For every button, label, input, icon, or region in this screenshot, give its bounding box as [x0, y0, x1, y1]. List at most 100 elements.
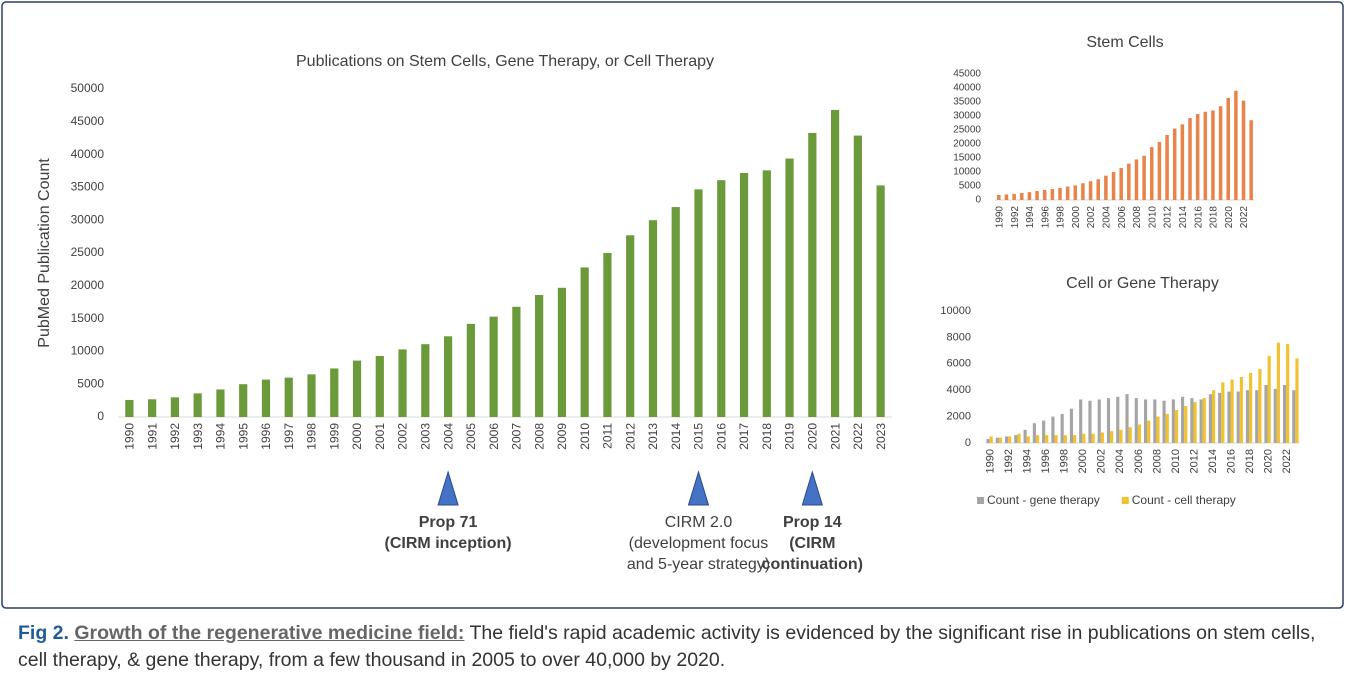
annotation-text: CIRM 2.0	[665, 514, 733, 531]
bar	[193, 393, 202, 417]
bar	[1110, 431, 1114, 443]
y-tick-label: 15000	[71, 311, 105, 325]
bar	[626, 235, 635, 417]
bar	[1165, 413, 1169, 443]
bar	[1156, 416, 1160, 443]
bar	[1236, 391, 1240, 443]
bar	[125, 399, 134, 417]
bar	[1042, 420, 1046, 443]
x-tick-label: 2006	[1117, 206, 1128, 229]
bar	[997, 194, 1001, 200]
x-tick-label: 2014	[1178, 206, 1189, 229]
bar	[876, 185, 885, 417]
bar	[1184, 406, 1188, 443]
bar	[1050, 189, 1055, 200]
x-tick-label: 2010	[1170, 449, 1182, 473]
y-tick-label: 8000	[947, 331, 971, 343]
x-tick-label: 1997	[282, 423, 296, 450]
x-tick-label: 2000	[1071, 206, 1082, 229]
x-tick-label: 2008	[1151, 449, 1163, 473]
bar	[1119, 168, 1123, 200]
bar	[648, 220, 658, 417]
x-tick-label: 2020	[1224, 206, 1235, 229]
x-tick-label: 2011	[601, 423, 615, 449]
bar	[1125, 394, 1129, 443]
annotation-text: and 5-year strategy)	[627, 556, 770, 573]
y-tick-label: 5000	[77, 376, 104, 390]
bar	[1147, 420, 1151, 443]
bar	[1119, 429, 1123, 443]
bar	[1008, 436, 1012, 443]
bar	[808, 132, 817, 417]
y-tick-label: 10000	[953, 167, 981, 178]
bar	[1142, 155, 1146, 200]
y-tick-label: 35000	[71, 180, 105, 194]
bar	[421, 344, 430, 417]
bar	[512, 306, 521, 417]
bar	[1137, 424, 1142, 443]
bar	[1165, 135, 1169, 200]
annotation-arrow	[801, 470, 823, 506]
bar	[1264, 384, 1268, 443]
x-tick-label: 2022	[1281, 449, 1293, 473]
y-tick-label: 0	[965, 437, 971, 449]
x-tick-label: 2004	[1114, 449, 1126, 473]
bar	[1104, 175, 1108, 200]
legend-swatch	[1121, 497, 1129, 504]
bar	[489, 316, 498, 417]
x-tick-label: 1998	[305, 423, 319, 450]
caption-text: The field's rapid academic activity is e…	[18, 622, 1316, 671]
x-tick-label: 2002	[1096, 449, 1108, 473]
bar	[375, 355, 384, 417]
bar	[1045, 435, 1049, 443]
x-tick-label: 2000	[1077, 449, 1089, 473]
bar	[1065, 186, 1070, 200]
x-tick-label: 2008	[532, 423, 546, 450]
x-tick-label: 1995	[236, 423, 250, 450]
x-tick-label: 2018	[760, 423, 774, 450]
legend-swatch	[977, 497, 984, 504]
x-tick-label: 1994	[1025, 206, 1036, 229]
bar	[1249, 373, 1253, 443]
annotation-arrow	[687, 470, 710, 506]
bar	[1282, 384, 1287, 443]
x-tick-label: 1993	[191, 423, 205, 450]
bar	[1234, 90, 1238, 200]
x-tick-label: 2001	[373, 423, 387, 450]
annotation-text: continuation)	[762, 556, 863, 573]
x-tick-label: 2022	[1239, 206, 1250, 229]
x-tick-label: 2022	[851, 423, 865, 450]
bar	[1221, 382, 1225, 443]
bar	[1020, 193, 1024, 200]
x-tick-label: 1994	[1022, 449, 1034, 473]
bar	[1116, 396, 1120, 443]
bar	[1174, 410, 1179, 443]
bar	[785, 158, 794, 417]
x-tick-label: 1990	[123, 423, 137, 450]
chart-title: Stem Cells	[1086, 34, 1163, 51]
bar	[1134, 398, 1138, 443]
bar	[1150, 147, 1154, 200]
bar	[986, 439, 990, 443]
bar	[1208, 394, 1212, 443]
x-tick-label: 1992	[1010, 206, 1021, 229]
y-axis-label: PubMed Publication Count	[36, 158, 53, 348]
bar	[535, 294, 544, 417]
y-tick-label: 4000	[947, 384, 971, 396]
annotation-text: (CIRM	[789, 535, 835, 552]
caption-heading: Growth of the regenerative medicine fiel…	[74, 622, 465, 644]
y-tick-label: 0	[975, 195, 981, 206]
bar	[1203, 111, 1208, 200]
bar	[1190, 398, 1194, 443]
x-tick-label: 2014	[669, 423, 683, 450]
bar	[671, 207, 680, 417]
bar	[1012, 193, 1016, 200]
bar	[1035, 191, 1039, 200]
y-tick-label: 15000	[953, 153, 981, 164]
y-tick-label: 2000	[947, 411, 971, 423]
bar	[1096, 179, 1100, 200]
bar	[1005, 436, 1009, 443]
x-tick-label: 2002	[1086, 206, 1097, 229]
x-tick-label: 2012	[623, 423, 637, 450]
x-tick-label: 1998	[1056, 206, 1067, 229]
